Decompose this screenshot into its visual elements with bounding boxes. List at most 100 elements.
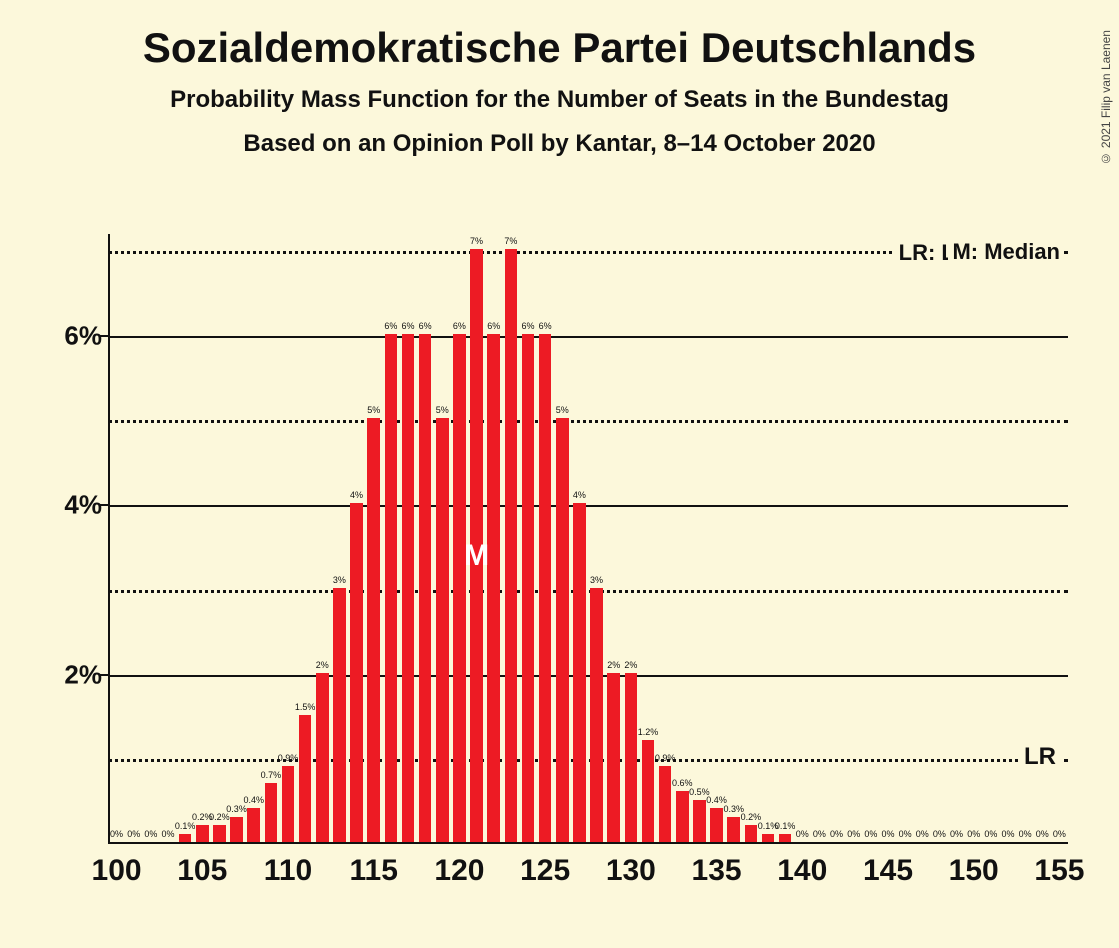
bar-value-label: 6% xyxy=(401,321,414,331)
plot-area: 0%0%0%0%0.1%0.2%0.2%0.3%0.4%0.7%0.9%1.5%… xyxy=(108,234,1068,844)
bar xyxy=(470,249,483,842)
bar-value-label: 0% xyxy=(1053,829,1066,839)
y-axis-label: 4% xyxy=(60,490,102,521)
bar xyxy=(745,825,758,842)
bar xyxy=(556,418,569,842)
bar-value-label: 0% xyxy=(881,829,894,839)
x-axis-labels: 100105110115120125130135140145150155 xyxy=(108,846,1068,892)
bar xyxy=(762,834,775,842)
x-axis-label: 100 xyxy=(92,854,142,888)
bar xyxy=(350,503,363,842)
x-axis-label: 105 xyxy=(177,854,227,888)
bar xyxy=(676,791,689,842)
bar xyxy=(607,673,620,842)
bar xyxy=(247,808,260,842)
bar-value-label: 0% xyxy=(813,829,826,839)
bar-value-label: 0% xyxy=(161,829,174,839)
bar-value-label: 0% xyxy=(830,829,843,839)
x-axis-label: 150 xyxy=(949,854,999,888)
y-axis-label: 2% xyxy=(60,659,102,690)
bar-value-label: 6% xyxy=(539,321,552,331)
bar-value-label: 0% xyxy=(1036,829,1049,839)
y-axis-tick xyxy=(100,504,108,506)
bar-value-label: 0% xyxy=(950,829,963,839)
bar-value-label: 0.4% xyxy=(243,795,264,805)
bar-value-label: 5% xyxy=(556,405,569,415)
x-axis-label: 135 xyxy=(692,854,742,888)
bar-value-label: 0.9% xyxy=(278,753,299,763)
chart-subtitle-2: Based on an Opinion Poll by Kantar, 8–14… xyxy=(0,130,1119,158)
bar-value-label: 0.7% xyxy=(261,770,282,780)
bar xyxy=(573,503,586,842)
bar-value-label: 3% xyxy=(590,575,603,585)
x-axis-line xyxy=(108,842,1068,844)
bar-value-label: 7% xyxy=(504,236,517,246)
bar xyxy=(453,334,466,842)
bar xyxy=(539,334,552,842)
copyright-text: © 2021 Filip van Laenen xyxy=(1099,30,1113,165)
chart-container: 2%4%6% 0%0%0%0%0.1%0.2%0.2%0.3%0.4%0.7%0… xyxy=(60,234,1085,884)
bar xyxy=(230,817,243,842)
bar-value-label: 4% xyxy=(573,490,586,500)
chart-title: Sozialdemokratische Partei Deutschlands xyxy=(0,24,1119,72)
chart-subtitle-1: Probability Mass Function for the Number… xyxy=(0,86,1119,114)
bar xyxy=(436,418,449,842)
bar-value-label: 0% xyxy=(916,829,929,839)
bar-value-label: 0% xyxy=(796,829,809,839)
x-axis-label: 125 xyxy=(520,854,570,888)
x-axis-label: 120 xyxy=(434,854,484,888)
bar-value-label: 0% xyxy=(967,829,980,839)
bar xyxy=(659,766,672,842)
bar xyxy=(779,834,792,842)
bar-value-label: 2% xyxy=(316,660,329,670)
x-axis-label: 140 xyxy=(777,854,827,888)
bar xyxy=(196,825,209,842)
bar xyxy=(487,334,500,842)
y-axis-label: 6% xyxy=(60,320,102,351)
bar-value-label: 0% xyxy=(864,829,877,839)
bar xyxy=(693,800,706,842)
bar xyxy=(385,334,398,842)
bar xyxy=(642,740,655,842)
bar-value-label: 0% xyxy=(984,829,997,839)
bar-value-label: 5% xyxy=(436,405,449,415)
bar xyxy=(333,588,346,842)
bar xyxy=(213,825,226,842)
y-axis-tick xyxy=(100,335,108,337)
bar-value-label: 3% xyxy=(333,575,346,585)
bar xyxy=(419,334,432,842)
bar-value-label: 0.1% xyxy=(775,821,796,831)
bar xyxy=(367,418,380,842)
bar-value-label: 0% xyxy=(144,829,157,839)
bar-value-label: 1.5% xyxy=(295,702,316,712)
bar-value-label: 6% xyxy=(384,321,397,331)
bar-value-label: 5% xyxy=(367,405,380,415)
bar xyxy=(316,673,329,842)
bar-value-label: 0% xyxy=(899,829,912,839)
bar-value-label: 0% xyxy=(1019,829,1032,839)
bar xyxy=(179,834,192,842)
bar-value-label: 6% xyxy=(453,321,466,331)
bar xyxy=(282,766,295,842)
x-axis-label: 115 xyxy=(350,854,398,888)
lr-axis-marker: LR xyxy=(1020,743,1060,771)
bar-value-label: 6% xyxy=(419,321,432,331)
x-axis-label: 110 xyxy=(264,854,312,888)
bar xyxy=(727,817,740,842)
bar-value-label: 0% xyxy=(127,829,140,839)
bar-value-label: 7% xyxy=(470,236,483,246)
x-axis-label: 145 xyxy=(863,854,913,888)
bar-value-label: 0% xyxy=(110,829,123,839)
legend-median: M: Median xyxy=(948,239,1064,265)
x-axis-label: 130 xyxy=(606,854,656,888)
bar xyxy=(265,783,278,842)
bars-group: 0%0%0%0%0.1%0.2%0.2%0.3%0.4%0.7%0.9%1.5%… xyxy=(108,234,1068,842)
bar-value-label: 1.2% xyxy=(638,727,659,737)
bar-value-label: 2% xyxy=(624,660,637,670)
y-axis-tick xyxy=(100,674,108,676)
bar-value-label: 0% xyxy=(1001,829,1014,839)
bar xyxy=(299,715,312,842)
bar-value-label: 4% xyxy=(350,490,363,500)
bar xyxy=(522,334,535,842)
bar xyxy=(590,588,603,842)
